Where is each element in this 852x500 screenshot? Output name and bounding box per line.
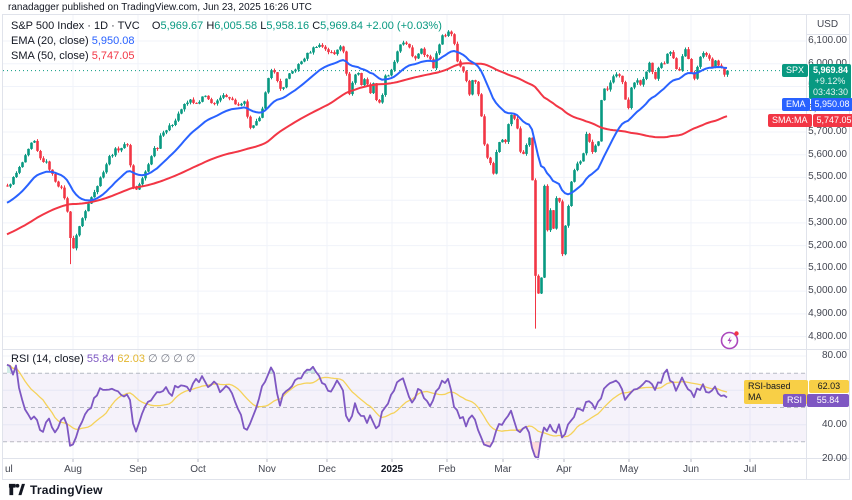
exchange-label: TVC — [117, 20, 140, 32]
time-axis-label: Apr — [556, 464, 572, 475]
symbol-title: S&P 500 Index — [11, 20, 85, 32]
time-axis-label: Feb — [438, 464, 456, 475]
time-axis-label: Nov — [258, 464, 276, 475]
price-axis-label: 5,700.00 — [808, 125, 847, 137]
tradingview-wordmark: TradingView — [30, 482, 103, 497]
rsi-badge: RSI 55.84 — [783, 393, 850, 407]
ema-badge-label: EMA — [782, 97, 810, 111]
price-axis-label: 5,100.00 — [808, 262, 847, 274]
open-label: O — [151, 20, 161, 32]
rsi-badge-value: 55.84 — [807, 393, 850, 407]
price-axis-label: 5,000.00 — [808, 285, 847, 297]
close-value: 5,969.84 — [320, 20, 363, 32]
sma-price-badge: SMA:MA 5,747.05 — [768, 114, 852, 128]
high-value: 6,005.58 — [214, 20, 258, 32]
low-value: 5,958.16 — [266, 20, 310, 32]
interval-label: 1D — [93, 20, 109, 32]
spx-badge-label: SPX — [782, 63, 809, 77]
ema-price-badge: EMA 5,950.08 — [782, 97, 852, 111]
sma-label: SMA (50, close) — [11, 50, 89, 62]
ema-value: 5,950.08 — [91, 35, 135, 47]
lightning-reaction-icon[interactable] — [719, 329, 741, 351]
time-axis-label: Jul — [743, 464, 757, 475]
tradingview-logo-icon — [8, 483, 25, 496]
price-axis-label: 5,200.00 — [808, 239, 847, 251]
time-axis-label: Sep — [129, 464, 147, 475]
price-axis-label: 5,500.00 — [808, 171, 847, 183]
chart-widget: USD S&P 500 Index · 1D · TVC O5,969.67 H… — [2, 14, 852, 480]
spx-badge-price: 5,969.84 — [813, 64, 849, 75]
close-label: C — [312, 20, 321, 32]
time-axis-label: Dec — [318, 464, 336, 475]
high-label: H — [206, 20, 215, 32]
spx-badge-countdown: 03:43:30 — [813, 86, 849, 97]
symbol-legend-row[interactable]: S&P 500 Index · 1D · TVC O5,969.67 H6,00… — [11, 20, 442, 32]
price-axis-label: 4,900.00 — [808, 307, 847, 319]
publish-byline: ranadagger published on TradingView.com,… — [8, 2, 312, 13]
rsi-ma-badge: RSI-based MA 62.03 — [744, 379, 849, 404]
open-value: 5,969.67 — [160, 20, 204, 32]
spx-badge-change: +9.12% — [814, 75, 846, 86]
rsi-badge-label: RSI — [783, 393, 807, 407]
price-axis-label: 6,000.00 — [807, 58, 847, 69]
rsi-axis-label: 20.00 — [821, 453, 847, 464]
rsi-axis-label: 40.00 — [821, 418, 847, 430]
price-axis-label: 6,100.00 — [808, 35, 847, 46]
time-axis-label: Mar — [494, 464, 512, 475]
rsi-axis-label: 80.00 — [821, 350, 847, 361]
rsi-title: RSI — [11, 353, 30, 365]
time-axis-label: 2025 — [380, 464, 404, 475]
price-axis-label: 5,300.00 — [808, 216, 847, 228]
last-price-badge-spx: SPX 5,969.84 +9.12% 03:43:30 — [782, 63, 852, 99]
price-axis-label: 5,600.00 — [808, 148, 847, 160]
low-label: L — [260, 20, 267, 32]
change-value: +2.00 (+0.03%) — [366, 20, 442, 32]
footer-brand[interactable]: TradingView — [8, 482, 103, 497]
chart-canvas[interactable] — [3, 15, 849, 479]
sma-legend-row[interactable]: SMA (50, close) 5,747.05 — [11, 49, 442, 64]
ema-label: EMA (20, close) — [11, 35, 89, 47]
time-axis-label: ul — [5, 464, 13, 475]
rsi-params: (14, close) — [32, 353, 84, 365]
rsi-empty-slots: ∅ ∅ ∅ ∅ — [148, 353, 196, 365]
rsi-value: 55.84 — [86, 353, 115, 365]
rsi-legend-row[interactable]: RSI (14, close) 55.84 62.03 ∅ ∅ ∅ ∅ — [11, 352, 196, 365]
time-axis-label: May — [619, 464, 639, 475]
ema-legend-row[interactable]: EMA (20, close) 5,950.08 — [11, 34, 442, 49]
ema-badge-value: 5,950.08 — [810, 97, 852, 111]
sma-badge-label: SMA:MA — [768, 114, 812, 128]
time-axis-label: Oct — [190, 464, 206, 475]
time-axis-label: Jun — [682, 464, 700, 475]
sma-value: 5,747.05 — [91, 50, 135, 62]
price-axis-label: 5,400.00 — [808, 194, 847, 206]
time-axis-label: Aug — [64, 464, 82, 475]
main-legend: S&P 500 Index · 1D · TVC O5,969.67 H6,00… — [11, 19, 442, 64]
price-axis-label: 4,800.00 — [808, 330, 847, 342]
currency-label: USD — [806, 19, 849, 35]
sma-badge-value: 5,747.05 — [812, 114, 852, 128]
rsi-ma-value: 62.03 — [117, 353, 145, 365]
rsi-ma-badge-value: 62.03 — [808, 379, 849, 393]
